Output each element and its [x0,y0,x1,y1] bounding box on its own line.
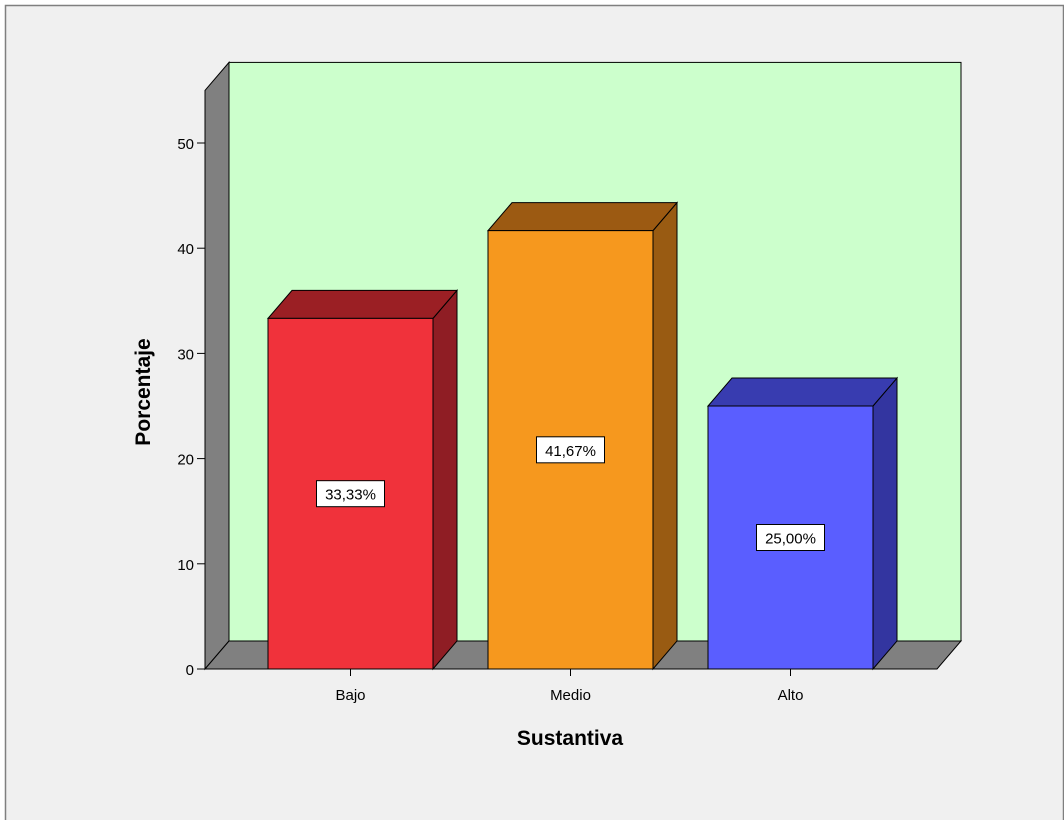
bar-top-alto [706,377,899,407]
x-tick-label: Bajo [335,687,365,704]
x-axis: Bajo Medio Alto [335,669,803,704]
data-label-box [316,480,385,508]
data-label: 33,33% [325,487,376,504]
x-tick-label: Alto [778,687,804,704]
data-label: 41,67% [545,443,596,460]
data-label-box [756,524,825,551]
bar-top-medio [486,202,679,232]
y-axis-title: Porcentaje [132,338,155,445]
bar-side-bajo [432,289,458,671]
y-tick-label: 30 [177,346,194,363]
plot-side-wall [204,61,230,671]
x-tick-label: Medio [550,687,591,704]
bar-side-medio [652,201,678,671]
x-axis-title: Sustantiva [517,727,624,750]
y-tick-label: 50 [177,136,194,153]
y-tick-label: 10 [177,557,194,574]
y-tick-label: 0 [186,662,194,679]
bar-side-alto [872,376,898,671]
bars: 33,33% 41,67% 25,00% [266,201,899,671]
y-axis: 0 10 20 30 40 50 [177,136,205,679]
data-label-box [536,436,605,464]
y-tick-label: 20 [177,452,194,469]
data-label: 25,00% [765,531,816,548]
bar-top-bajo [266,289,459,319]
y-tick-label: 40 [177,241,194,258]
